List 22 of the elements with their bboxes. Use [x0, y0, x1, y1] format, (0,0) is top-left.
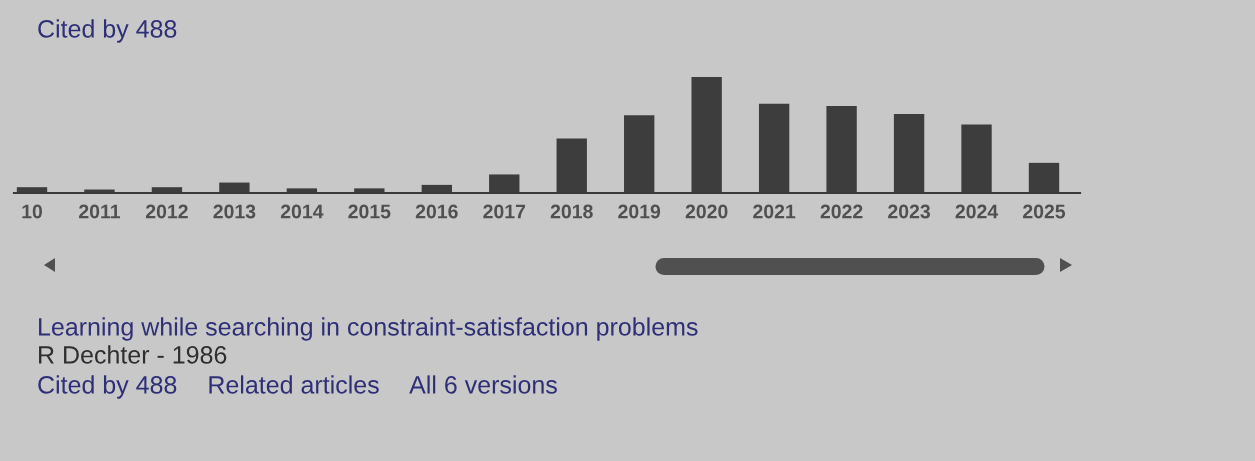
x-tick-label: 2022	[820, 204, 863, 219]
x-tick-label: 2019	[618, 204, 661, 219]
text: Learning while searching in constraint-satisfaction problems	[39, 317, 698, 341]
x-tick-label: 2025	[1023, 204, 1066, 219]
x-tick-label: 2011	[79, 204, 121, 219]
x-tick-label: 2014	[280, 204, 324, 219]
x-tick-label: 2016	[415, 204, 458, 219]
text: R Dechter - 1986	[39, 345, 227, 364]
x-tick-label: 2023	[888, 204, 930, 219]
text: Cited by 488	[38, 375, 177, 399]
x-tick-label: 2015	[348, 204, 391, 219]
text: All 6 versions	[409, 375, 557, 394]
x-tick-label: 2024	[955, 204, 999, 219]
x-tick-label: 2012	[145, 204, 188, 219]
x-tick-label: 2013	[213, 204, 256, 219]
x-tick-label: 10	[22, 204, 43, 219]
chart-title: Cited by 488	[38, 19, 177, 43]
x-tick-label: 2018	[550, 204, 593, 219]
x-tick-label: 2021	[753, 204, 796, 219]
text: Related articles	[209, 375, 379, 394]
x-tick-label: 2017	[483, 204, 526, 219]
x-tick-label: 2020	[685, 204, 728, 219]
